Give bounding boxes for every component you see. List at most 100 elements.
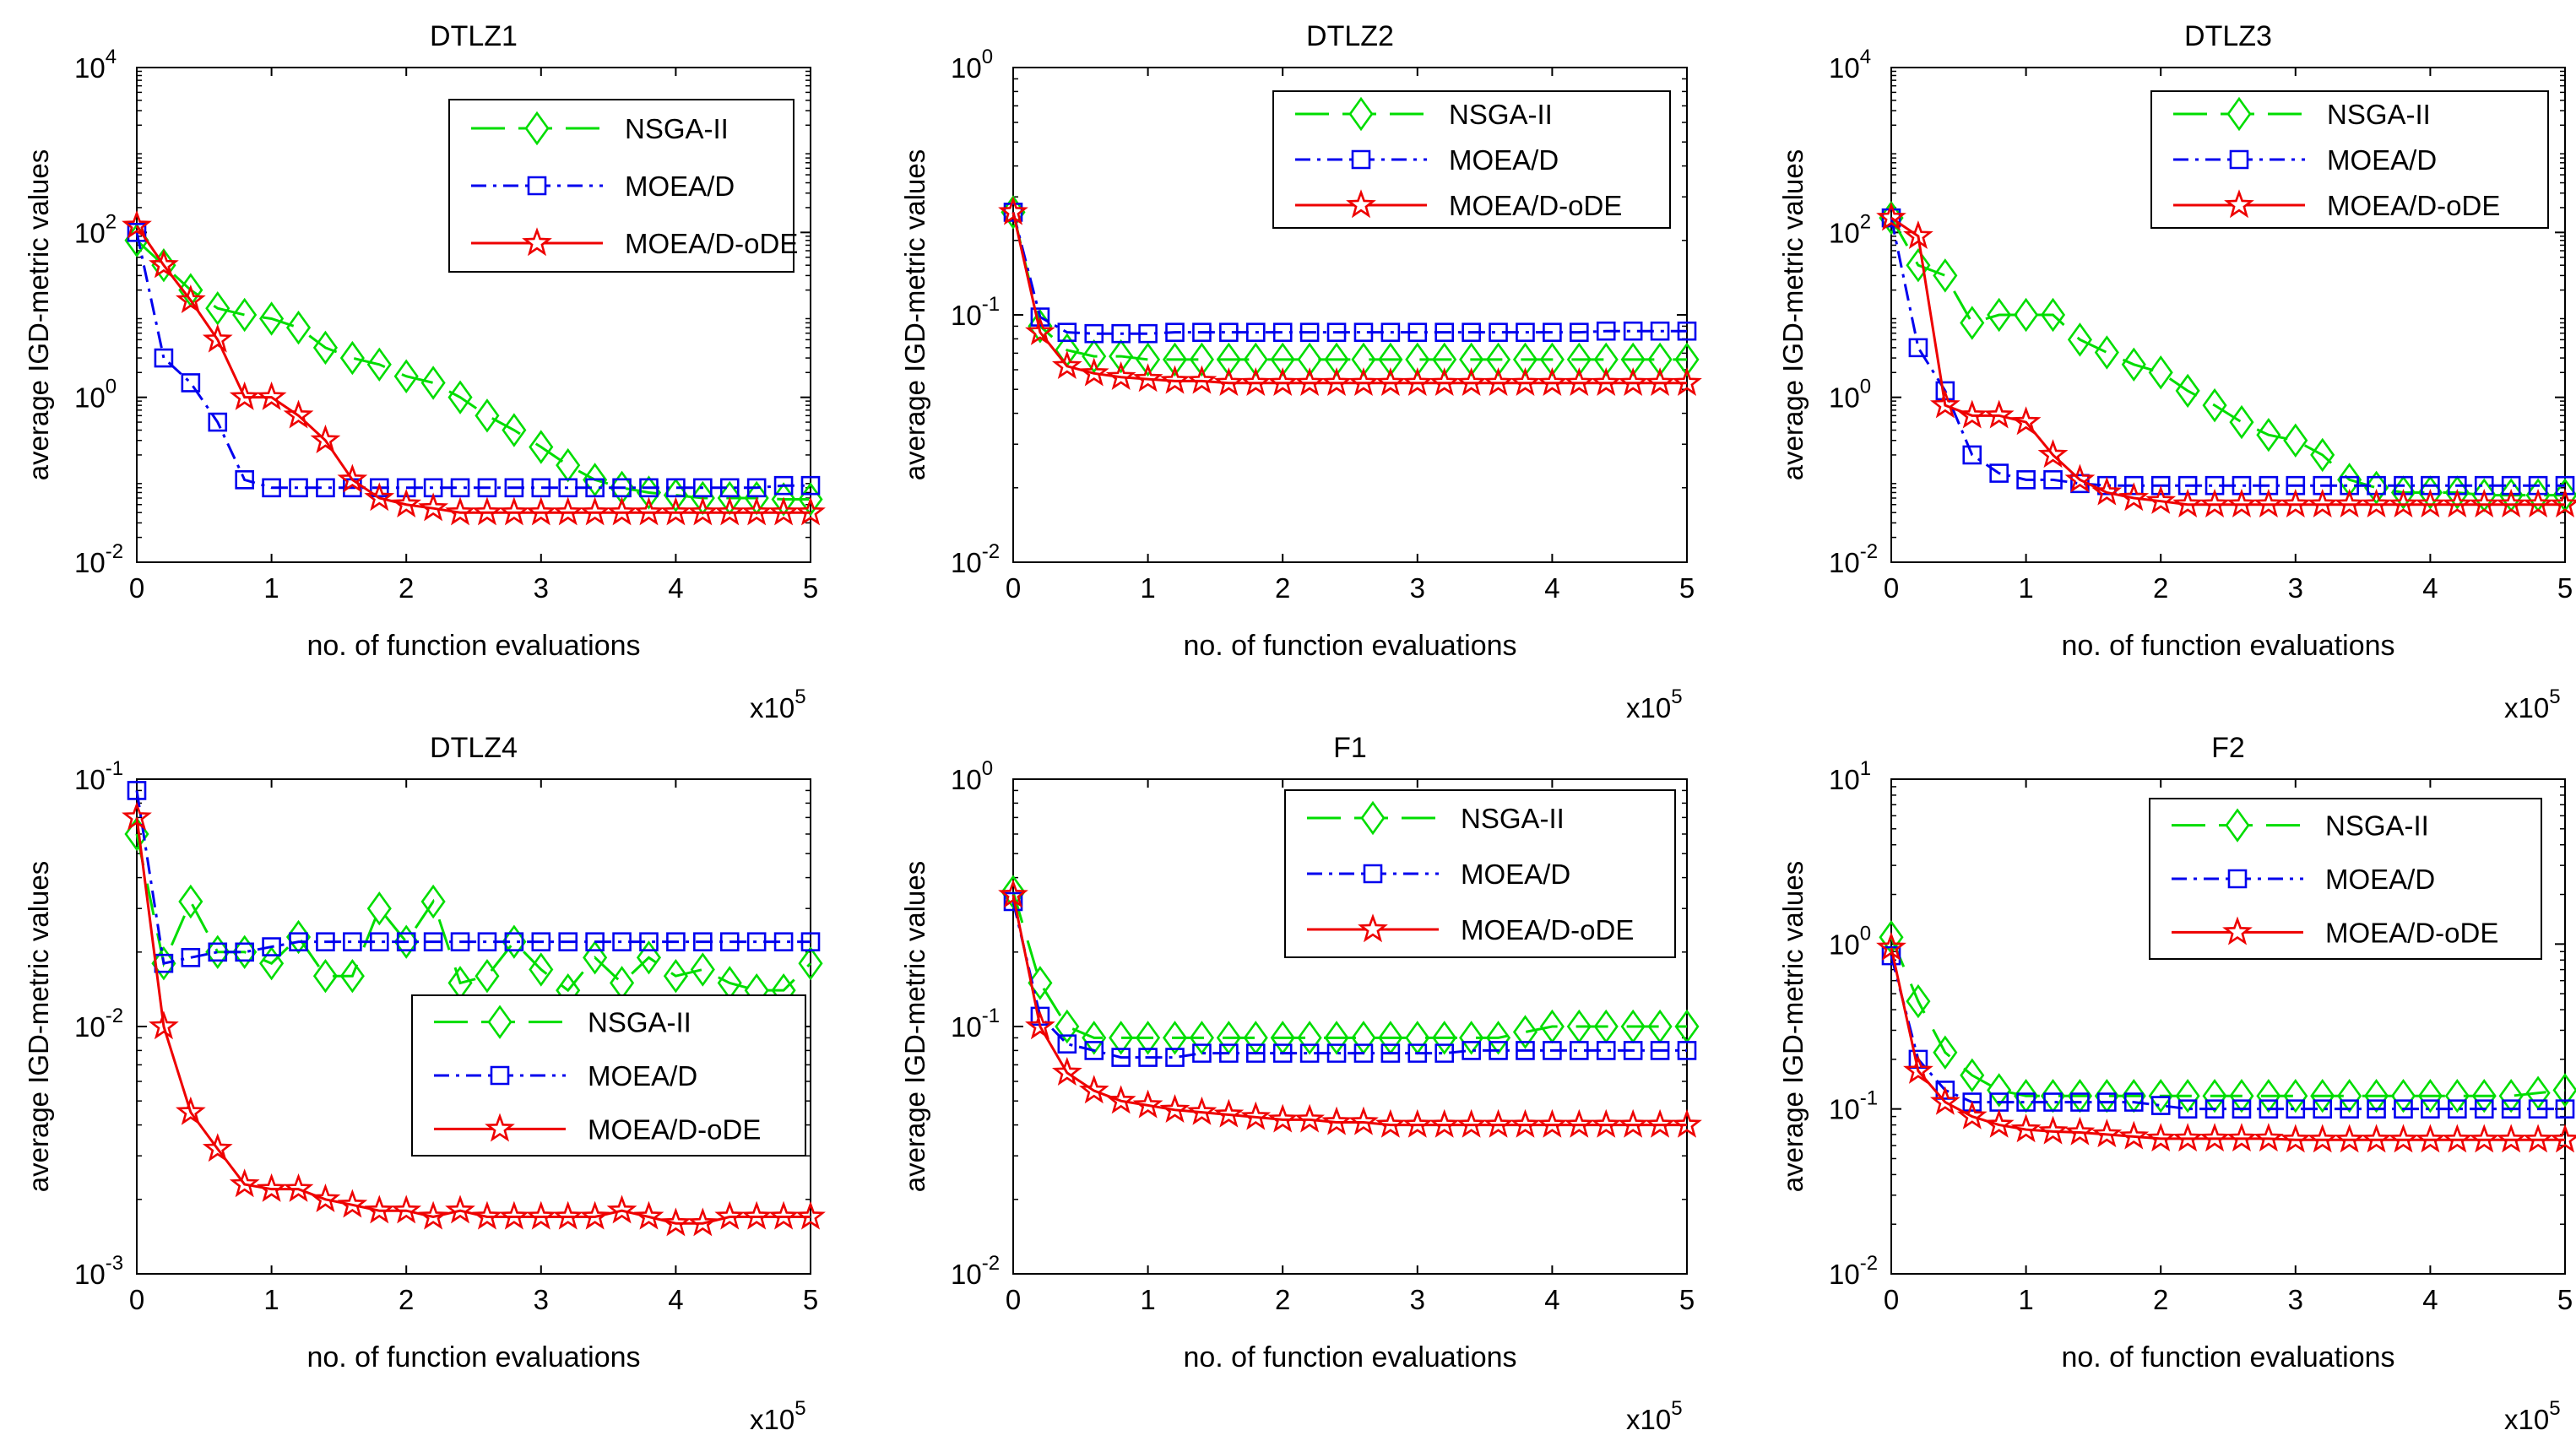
data-point-moead	[639, 932, 659, 951]
legend-marker	[2227, 869, 2248, 889]
data-point-moead	[1326, 322, 1347, 342]
legend-marker	[2229, 149, 2249, 170]
data-point-moead-ode	[1983, 399, 2015, 429]
data-point-moead-ode	[2037, 1115, 2069, 1145]
x-multiplier-base: x10	[1626, 1404, 1671, 1435]
chart-title: DTLZ1	[430, 20, 518, 52]
chart-title: DTLZ2	[1306, 20, 1394, 52]
data-point-moead-ode	[283, 399, 314, 429]
data-point-moead	[1003, 203, 1023, 222]
data-point-nsga2	[1162, 342, 1188, 377]
data-point-moead-ode	[2550, 488, 2576, 517]
data-point-moead	[666, 478, 686, 498]
data-point-moead	[2474, 1099, 2494, 1119]
data-point-moead-ode	[1105, 1085, 1136, 1114]
data-point-moead	[800, 475, 821, 496]
y-tick-base: 10	[74, 764, 106, 795]
data-point-moead	[1407, 1043, 1428, 1063]
data-point-nsga2	[2283, 423, 2308, 458]
data-point-moead-ode	[2199, 488, 2230, 517]
y-tick-base: 10	[74, 217, 106, 248]
data-point-moead	[1165, 1048, 1185, 1067]
data-point-moead	[289, 932, 308, 951]
data-point-nsga2	[2040, 297, 2066, 333]
data-point-moead	[2313, 1099, 2333, 1119]
y-tick-exponent: -2	[106, 1005, 123, 1027]
data-point-nsga2	[259, 301, 285, 336]
data-point-moead-ode	[525, 496, 556, 526]
data-point-moead	[1057, 322, 1077, 342]
x-tick-label: 0	[129, 1284, 144, 1315]
data-point-moead-ode	[256, 1173, 287, 1202]
y-axis-label: average IGD-metric values	[1777, 149, 1809, 480]
x-tick-label: 4	[2422, 572, 2438, 604]
data-point-moead-ode	[1618, 1108, 1649, 1138]
legend-label: NSGA-II	[2327, 99, 2431, 130]
data-point-nsga2	[2148, 355, 2173, 390]
data-point-moead-ode	[714, 496, 746, 526]
y-tick-exponent: 0	[1860, 376, 1871, 398]
data-point-moead-ode	[1051, 350, 1082, 380]
y-tick-label: 10-1	[74, 757, 123, 795]
data-point-moead	[1219, 322, 1239, 342]
data-point-moead	[450, 932, 470, 951]
y-tick-base: 10	[1829, 929, 1860, 960]
y-tick-base: 10	[74, 547, 106, 578]
y-tick-exponent: -2	[982, 1252, 1000, 1275]
y-tick-base: 10	[74, 1259, 106, 1290]
data-point-moead	[1353, 1043, 1374, 1063]
data-point-moead-ode	[310, 1184, 341, 1212]
legend-item-nsga2: NSGA-II	[471, 111, 729, 146]
y-tick-base: 10	[951, 1011, 982, 1043]
data-point-nsga2	[312, 330, 339, 366]
legend-label: NSGA-II	[1461, 803, 1565, 834]
y-tick-exponent: 2	[106, 210, 117, 233]
data-point-nsga2	[556, 447, 581, 483]
data-point-moead-ode	[660, 1207, 691, 1237]
y-tick-base: 10	[1829, 547, 1860, 578]
series-moead-ode	[1876, 931, 2576, 1153]
x-tick-label: 2	[1275, 1284, 1290, 1315]
data-point-moead-ode	[606, 1195, 637, 1224]
data-point-moead	[2205, 1099, 2225, 1119]
data-point-nsga2	[798, 945, 823, 981]
y-tick-exponent: -1	[106, 757, 123, 780]
x-tick-label: 1	[1140, 572, 1155, 604]
data-point-moead-ode	[1645, 366, 1675, 396]
data-point-moead	[2367, 1099, 2386, 1119]
data-point-moead	[558, 478, 578, 498]
data-point-moead-ode	[633, 496, 664, 526]
data-point-moead	[1677, 321, 1697, 341]
data-point-moead-ode	[1078, 357, 1109, 387]
data-point-moead-ode	[2415, 488, 2446, 517]
data-point-moead	[1543, 1041, 1562, 1060]
data-point-moead	[1299, 322, 1320, 342]
data-point-nsga2	[1297, 342, 1322, 377]
data-point-moead-ode	[1956, 1100, 1988, 1130]
data-point-nsga2	[2363, 1078, 2389, 1113]
data-point-nsga2	[1566, 342, 1592, 377]
legend-marker	[527, 176, 547, 196]
data-point-moead	[2367, 475, 2386, 496]
data-point-moead	[1138, 1048, 1158, 1067]
y-tick-label: 102	[74, 210, 117, 248]
data-point-moead	[181, 373, 201, 393]
legend: NSGA-II MOEA/D MOEA/D-oDE	[1284, 789, 1676, 958]
data-point-moead	[1596, 1041, 1616, 1060]
data-point-nsga2	[420, 366, 446, 400]
x-multiplier-exponent: 5	[2549, 685, 2560, 708]
data-point-moead-ode	[499, 496, 529, 526]
x-axis-multiplier: x105	[2504, 685, 2561, 723]
data-point-moead	[2016, 1092, 2036, 1112]
data-point-moead	[719, 478, 740, 498]
x-tick-label: 5	[2557, 572, 2573, 604]
data-point-nsga2	[690, 952, 715, 987]
x-tick-label: 0	[1006, 1284, 1021, 1315]
data-point-nsga2	[2444, 1078, 2470, 1113]
data-point-moead	[746, 932, 767, 951]
y-tick-exponent: 4	[1860, 46, 1871, 68]
data-point-moead	[2474, 475, 2494, 496]
